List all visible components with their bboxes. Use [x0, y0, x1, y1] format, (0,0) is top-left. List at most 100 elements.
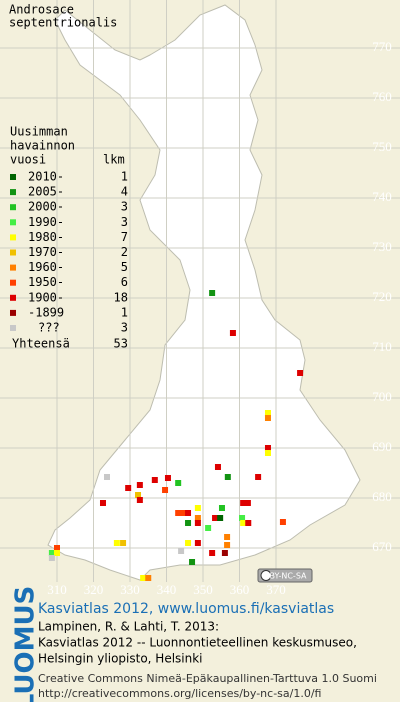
citation-line: Helsingin yliopisto, Helsinki	[38, 652, 203, 666]
legend-swatch	[10, 219, 16, 226]
legend-swatch	[10, 249, 16, 256]
map-title: septentrionalis	[9, 16, 117, 30]
y-tick-label: 700	[372, 389, 392, 404]
legend-header: havainnon	[10, 139, 75, 153]
legend-header: Uusimman	[10, 125, 68, 139]
legend-swatch	[10, 174, 16, 180]
y-tick-label: 710	[372, 339, 392, 354]
x-tick-label: 360	[230, 582, 250, 597]
legend-label: 1990-	[28, 215, 64, 229]
legend-total-label: Yhteensä	[12, 337, 70, 351]
observation-square	[217, 515, 224, 521]
legend-total: 53	[114, 337, 128, 351]
observation-square	[54, 550, 60, 556]
legend-count: 1	[121, 170, 128, 184]
observation-square	[244, 500, 251, 506]
observation-square	[140, 575, 147, 581]
observation-square	[125, 485, 132, 491]
citation-line: Lampinen, R. & Lahti, T. 2013:	[38, 620, 219, 634]
y-tick-label: 670	[372, 539, 392, 554]
observation-square	[135, 492, 142, 498]
legend-count: 2	[121, 245, 128, 259]
observation-square	[255, 474, 262, 480]
observations	[48, 290, 304, 581]
legend-count: 5	[121, 260, 128, 274]
x-tick-label: 330	[120, 582, 140, 597]
badge-box	[257, 568, 313, 583]
observation-square	[240, 500, 247, 506]
legend-swatch	[10, 279, 16, 286]
badge-text: BY-NC-SA	[269, 572, 307, 581]
legend-label: ???	[38, 321, 60, 335]
observation-square	[218, 505, 225, 511]
legend-label: 1970-	[28, 245, 64, 259]
observation-square	[185, 510, 192, 516]
observation-square	[175, 510, 182, 516]
observation-square	[245, 520, 252, 526]
observation-square	[185, 540, 192, 546]
observation-square	[164, 475, 171, 481]
legend-label: 2005-	[28, 185, 64, 199]
legend-count: 7	[121, 230, 128, 244]
observation-square	[54, 545, 60, 551]
y-tick-label: 730	[372, 239, 392, 254]
observation-square	[194, 540, 201, 546]
observation-square	[145, 575, 152, 581]
license-line: http://creativecommons.org/licenses/by-n…	[38, 687, 321, 700]
y-tick-label: 720	[372, 289, 392, 304]
x-tick-label: 350	[193, 582, 213, 597]
observation-square	[212, 515, 219, 521]
observation-square	[239, 515, 246, 521]
legend-label: 1960-	[28, 260, 64, 274]
observation-square	[48, 550, 55, 556]
legend-count: 3	[121, 200, 128, 214]
legend-swatch	[10, 294, 16, 301]
y-tick-label: 760	[372, 89, 392, 104]
legend-header: vuosi	[10, 153, 46, 167]
x-tick-label: 370	[266, 582, 286, 597]
legend-count: 18	[114, 290, 128, 304]
observation-square	[151, 477, 158, 483]
license-line: Creative Commons Nimeä-Epäkaupallinen-Ta…	[38, 672, 377, 685]
logo: LUOMUS	[11, 586, 41, 702]
observation-square	[185, 520, 192, 526]
observation-square	[162, 487, 169, 493]
y-tick-label: 770	[372, 39, 392, 54]
legend-count: 1	[121, 305, 128, 319]
legend-label: 1900-	[28, 290, 64, 304]
legend-count-header: lkm	[103, 153, 125, 167]
observation-square	[297, 370, 304, 376]
grid: 310 320 330 340 350 360 370 770 760 750 740 730 720 7…	[0, 0, 400, 597]
legend-swatch	[10, 204, 16, 211]
observation-square	[279, 519, 286, 525]
x-tick-label: 310	[47, 582, 67, 597]
observation-square	[264, 450, 271, 456]
observation-square	[136, 482, 143, 488]
observation-square	[194, 515, 201, 521]
legend-swatch	[10, 309, 16, 316]
observation-square	[264, 410, 271, 416]
observation-square	[221, 550, 228, 556]
y-tick-label: 750	[372, 139, 392, 154]
citation-line: Kasviatlas 2012 -- Luonnontieteellinen k…	[38, 636, 357, 650]
legend-swatch	[10, 325, 16, 331]
observation-square	[224, 474, 231, 480]
legend-label: 1980-	[28, 230, 64, 244]
observation-square	[209, 290, 216, 296]
x-tick-label: 320	[84, 582, 104, 597]
legend-label: -1899	[28, 305, 64, 319]
legend-count: 3	[121, 321, 128, 335]
observation-square	[209, 550, 216, 556]
observation-square	[264, 445, 271, 451]
legend-swatch	[10, 264, 16, 271]
observation-square	[175, 480, 182, 486]
observation-square	[99, 500, 106, 506]
observation-square	[264, 415, 271, 421]
finland-outline	[47, 4, 361, 581]
observation-square	[205, 525, 212, 531]
observation-square	[224, 542, 231, 548]
observation-square	[178, 548, 185, 554]
observation-square	[189, 559, 196, 565]
legend-count: 6	[121, 275, 128, 289]
